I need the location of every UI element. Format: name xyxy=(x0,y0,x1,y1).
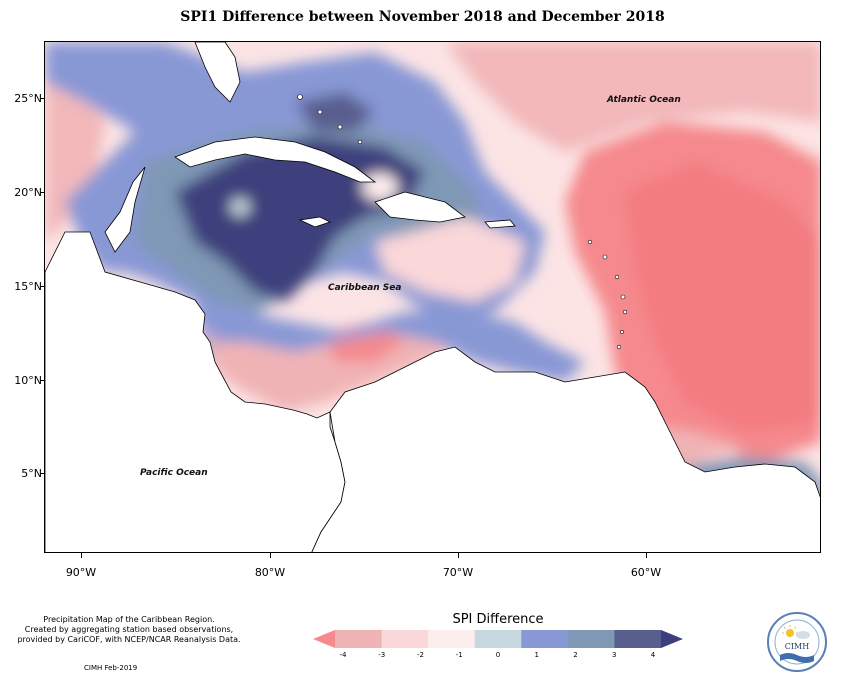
lat-label-5n: 5°N xyxy=(21,467,42,480)
lat-label-10n: 10°N xyxy=(14,374,42,387)
legend-tick-label: 3 xyxy=(612,651,617,659)
legend-ticks: -4 -3 -2 -1 0 1 2 3 4 xyxy=(313,651,683,663)
lon-label-80w: 80°W xyxy=(254,566,286,579)
legend-arrow-high xyxy=(661,630,683,648)
land-puerto-rico xyxy=(484,219,516,229)
legend-swatch xyxy=(428,630,476,648)
lon-label-90w: 90°W xyxy=(65,566,97,579)
legend-tick-label: -4 xyxy=(339,651,347,659)
logo-cloud-icon xyxy=(796,631,810,639)
legend-swatch xyxy=(614,630,662,648)
lat-label-25n: 25°N xyxy=(14,92,42,105)
bahamas xyxy=(297,94,363,145)
tick-lon-70 xyxy=(458,553,459,558)
caribbean-sea-label: Caribbean Sea xyxy=(328,283,402,293)
lat-label-20n: 20°N xyxy=(14,186,42,199)
source-text: Precipitation Map of the Caribbean Regio… xyxy=(14,615,244,645)
field-pink-west xyxy=(45,72,105,242)
legend-swatch xyxy=(335,630,383,648)
tick-lat-25 xyxy=(40,98,44,99)
tick-lon-80 xyxy=(270,553,271,558)
legend-tick-label: 0 xyxy=(495,651,501,659)
tick-lat-10 xyxy=(40,380,44,381)
tick-lat-15 xyxy=(40,286,44,287)
pacific-ocean-label: Pacific Ocean xyxy=(140,468,208,478)
field-navy-north xyxy=(295,92,375,132)
cimh-logo: CIMH xyxy=(767,612,827,672)
legend-tick-label: 4 xyxy=(650,651,656,659)
land-florida xyxy=(194,42,241,103)
legend-tick-label: 1 xyxy=(534,651,539,659)
credit-text: CIMH Feb-2019 xyxy=(84,664,138,672)
source-line: provided by CariCOF, with NCEP/NCAR Rean… xyxy=(17,635,241,644)
legend-swatch xyxy=(381,630,429,648)
legend-swatch xyxy=(474,630,522,648)
lon-label-60w: 60°W xyxy=(630,566,662,579)
tick-lon-60 xyxy=(646,553,647,558)
field-light-pocket-2 xyxy=(230,198,250,216)
land-hispaniola xyxy=(374,191,466,223)
legend-swatch xyxy=(521,630,569,648)
land-cuba xyxy=(174,136,377,183)
lat-label-15n: 15°N xyxy=(14,280,42,293)
field-pink-central xyxy=(375,217,525,302)
legend-title: SPI Difference xyxy=(452,612,544,627)
land-masses xyxy=(45,42,820,552)
land-jamaica xyxy=(298,216,332,228)
legend-swatch xyxy=(567,630,615,648)
legend-colorbar xyxy=(313,630,683,648)
spi-difference-field xyxy=(45,42,820,552)
lon-label-70w: 70°W xyxy=(442,566,474,579)
land-south-america xyxy=(311,346,820,552)
atlantic-ocean-label: Atlantic Ocean xyxy=(607,95,681,105)
source-line: Created by aggregating station based obs… xyxy=(24,625,234,634)
land-yucatan xyxy=(104,166,146,253)
map-title: SPI1 Difference between November 2018 an… xyxy=(180,9,665,25)
tick-lat-20 xyxy=(40,192,44,193)
legend-tick-label: -3 xyxy=(378,651,386,659)
legend-tick-label: -2 xyxy=(417,651,424,659)
logo-wave-icon xyxy=(780,653,814,663)
logo-text: CIMH xyxy=(785,642,809,651)
logo-sun-icon xyxy=(786,629,794,637)
source-line: Precipitation Map of the Caribbean Regio… xyxy=(43,615,215,624)
field-pink-ne xyxy=(445,42,820,152)
tick-lon-90 xyxy=(81,553,82,558)
legend-tick-label: 2 xyxy=(573,651,578,659)
map-area: Atlantic Ocean Caribbean Sea Pacific Oce… xyxy=(44,41,821,553)
legend-tick-label: -1 xyxy=(455,651,463,659)
field-red-atlantic-core xyxy=(625,162,820,432)
field-blue-coast xyxy=(195,292,585,382)
tick-lat-5 xyxy=(40,473,44,474)
lesser-antilles xyxy=(587,239,628,350)
legend-arrow-low xyxy=(313,630,335,648)
logo-inner-ring xyxy=(774,619,820,665)
